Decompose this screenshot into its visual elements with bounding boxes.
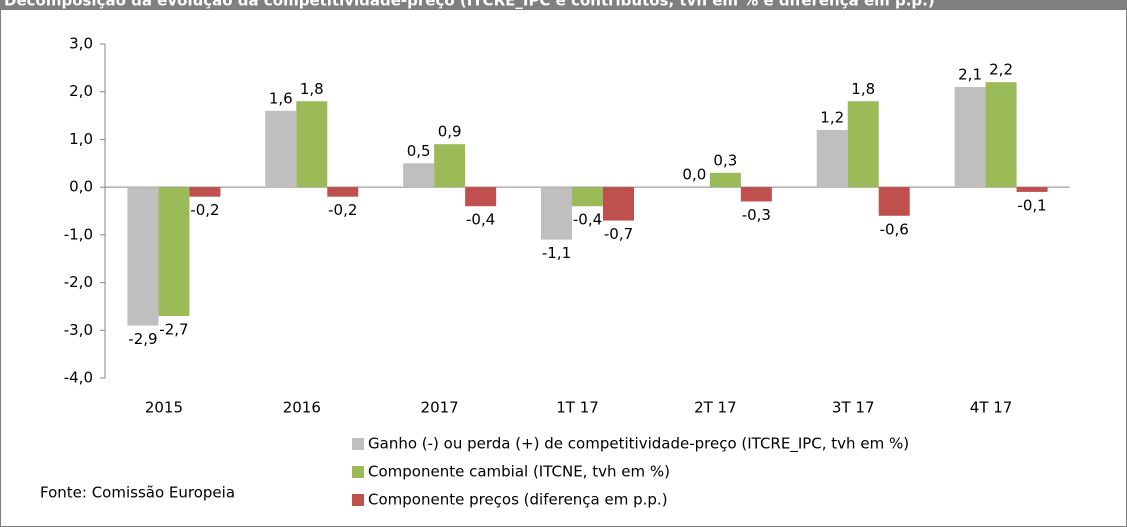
value-label: 0,5 <box>407 142 431 160</box>
value-label: 2,1 <box>958 65 982 83</box>
bar <box>189 187 221 197</box>
bar <box>327 187 359 197</box>
legend-label: Ganho (-) ou perda (+) de competitividad… <box>368 435 909 454</box>
bar <box>603 187 634 221</box>
y-tick-label: 1,0 <box>69 130 93 148</box>
value-label: -0,7 <box>604 225 633 243</box>
bar <box>709 172 741 188</box>
y-tick-label: 0,0 <box>69 178 93 196</box>
y-tick-label: 3,0 <box>69 35 93 53</box>
value-label: -0,2 <box>190 201 219 219</box>
bar <box>541 187 572 240</box>
x-tick-label: 4T 17 <box>970 399 1013 417</box>
bar <box>1016 187 1048 192</box>
x-tick-label: 2016 <box>283 399 321 417</box>
bar <box>403 163 435 188</box>
y-tick-label: -1,0 <box>64 225 93 243</box>
bar <box>158 187 190 316</box>
bar <box>572 187 603 207</box>
bar <box>878 187 910 216</box>
bar <box>127 187 159 326</box>
source: Fonte: Comissão Europeia <box>40 484 235 502</box>
value-label: -0,6 <box>880 220 909 238</box>
legend-label: Componente preços (diferença em p.p.) <box>368 491 668 509</box>
legend-label: Componente cambial (ITCNE, tvh em %) <box>368 463 670 481</box>
value-label: -2,9 <box>128 330 157 348</box>
bar <box>434 144 466 188</box>
legend-swatch <box>352 466 364 478</box>
bar <box>985 82 1017 188</box>
value-label: -0,4 <box>466 211 495 229</box>
title-bar <box>0 0 1127 10</box>
y-tick-label: -2,0 <box>64 273 93 291</box>
value-label: -1,1 <box>542 244 571 262</box>
y-tick-label: 2,0 <box>69 82 93 100</box>
value-label: 1,8 <box>851 80 875 98</box>
value-label: 1,2 <box>820 108 844 126</box>
value-label: -0,4 <box>573 211 602 229</box>
bar <box>954 86 986 188</box>
chart-title: Decomposição da evolução da competitivid… <box>4 0 935 10</box>
bar <box>465 187 497 207</box>
bar <box>296 101 328 188</box>
x-tick-label: 2015 <box>145 399 183 417</box>
value-label: 0,0 <box>682 166 706 184</box>
legend-swatch <box>352 438 364 450</box>
x-tick-label: 2017 <box>421 399 459 417</box>
x-tick-label: 2T 17 <box>694 399 737 417</box>
bar <box>847 101 879 188</box>
value-label: 2,2 <box>989 61 1013 79</box>
y-tick-label: -4,0 <box>64 369 93 387</box>
value-label: -0,1 <box>1017 196 1046 214</box>
bar <box>265 110 297 188</box>
value-label: 0,9 <box>438 123 462 141</box>
x-tick-label: 3T 17 <box>832 399 875 417</box>
value-label: 1,8 <box>300 80 324 98</box>
value-label: -2,7 <box>159 320 188 338</box>
bar <box>816 129 848 188</box>
legend-swatch <box>352 494 364 506</box>
value-label: 1,6 <box>269 89 293 107</box>
value-label: -0,3 <box>742 206 771 224</box>
value-label: -0,2 <box>328 201 357 219</box>
bar <box>740 187 772 202</box>
x-tick-label: 1T 17 <box>556 399 599 417</box>
y-tick-label: -3,0 <box>64 321 93 339</box>
value-label: 0,3 <box>713 151 737 169</box>
